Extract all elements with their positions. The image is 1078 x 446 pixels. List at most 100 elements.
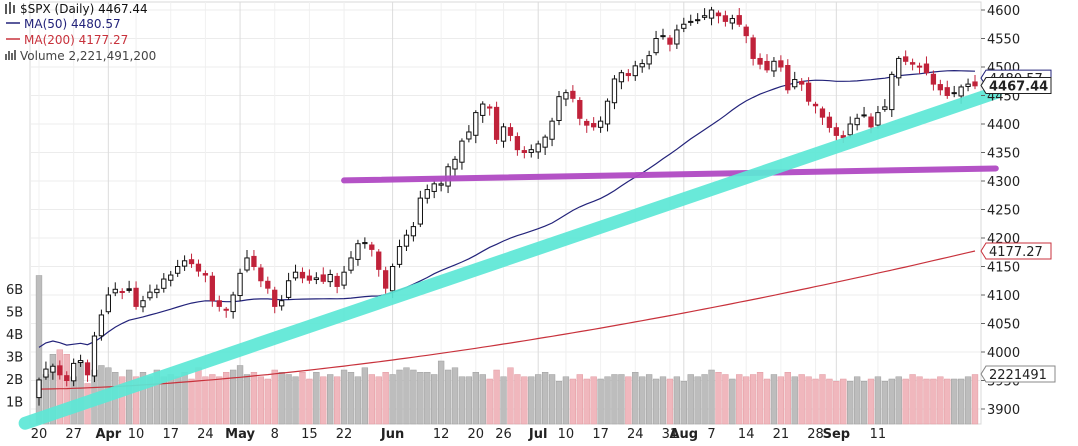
candle [854, 113, 860, 131]
candle-body [577, 100, 583, 119]
drawn-annotations [18, 86, 1003, 430]
volume-bar [964, 376, 972, 425]
candle-body [507, 127, 514, 136]
price-tick-label: 4350 [987, 147, 1020, 162]
candle-body [84, 362, 91, 376]
candle-body [757, 57, 763, 65]
marker-value: 4177.27 [989, 245, 1043, 260]
volume-bar [486, 378, 493, 425]
date-tick-label: 20 [468, 427, 485, 442]
candle [77, 354, 84, 367]
candle-body [833, 127, 839, 136]
volume-bar [167, 374, 174, 425]
candle-body [937, 84, 943, 91]
candle [805, 77, 812, 106]
candle [265, 276, 271, 294]
candle [625, 69, 631, 82]
candle-body [105, 294, 111, 313]
candle-body [660, 35, 666, 38]
volume-bar [645, 374, 653, 425]
ma200-legend-label: MA(200) 4177.27 [24, 33, 128, 47]
candle [223, 306, 229, 318]
candle [459, 138, 465, 170]
candle [930, 70, 937, 91]
volume-bar [791, 376, 798, 425]
volume-bar [715, 372, 722, 425]
candle [535, 140, 541, 159]
date-tick-label: 28 [807, 427, 824, 442]
volume-bar [680, 381, 687, 425]
candle-body [493, 106, 500, 140]
candle-body [431, 183, 437, 192]
volume-bar [313, 372, 320, 425]
candle-body [695, 19, 701, 22]
candle [577, 97, 583, 126]
candle [98, 309, 105, 341]
candle-body [542, 136, 548, 148]
volume-bar [521, 376, 528, 425]
candle-body [882, 106, 888, 110]
volume-bar [590, 376, 597, 425]
candle [812, 101, 819, 114]
date-tick-label: Jul [528, 427, 548, 442]
marker-box [980, 365, 1056, 383]
volume-bar [479, 374, 486, 425]
volume-bar [451, 367, 459, 425]
volume-bar [174, 376, 181, 425]
volume-bar [548, 374, 556, 425]
candle-body [299, 271, 306, 279]
candle [882, 99, 888, 112]
candle [57, 360, 63, 380]
candle-body [43, 368, 49, 378]
candle-body [424, 189, 430, 199]
candle [202, 270, 209, 283]
price-tick-label: 4050 [987, 318, 1020, 333]
candle-body [126, 288, 132, 291]
candle [771, 57, 777, 77]
candle [50, 363, 56, 380]
volume-bar [694, 376, 701, 425]
candle-body [611, 78, 618, 104]
candle [965, 78, 971, 92]
candle-body [826, 116, 833, 128]
candle [383, 266, 389, 295]
candle-body [861, 114, 867, 117]
candle [799, 78, 805, 91]
candle [514, 132, 521, 156]
candle-body [674, 29, 680, 45]
volume-bar [722, 374, 729, 425]
candle-body [944, 87, 950, 96]
candle-body [140, 300, 146, 308]
volume-bar [812, 378, 819, 425]
volume-bar [396, 369, 403, 425]
volume-bar [957, 378, 965, 425]
volume-bar [458, 376, 466, 425]
candle [757, 53, 763, 70]
candle-body [799, 81, 805, 85]
candle-body [563, 92, 569, 100]
legend-ma200: MA(200) 4177.27 [6, 33, 128, 47]
candle-body [618, 72, 625, 83]
volume-bar [444, 369, 452, 425]
candle-body [591, 123, 597, 128]
chart-title: $SPX (Daily) 4467.44 [20, 2, 148, 16]
candle-body [965, 83, 971, 87]
candle-body [466, 131, 472, 140]
legend-volume: Volume 2,221,491,200 [5, 49, 156, 63]
volume-bar [514, 374, 521, 425]
candle [660, 28, 666, 40]
candle [701, 8, 708, 21]
volume-bar [881, 381, 889, 425]
date-tick-label: Aug [669, 427, 698, 442]
volume-bar [604, 376, 611, 425]
candle-body [729, 18, 735, 24]
date-tick-label: 31 [662, 427, 679, 442]
candle-body [487, 106, 493, 109]
candle [126, 280, 132, 293]
title-row: $SPX (Daily) 4467.44 [5, 2, 148, 16]
candle [584, 118, 590, 133]
volume-bar [56, 349, 63, 425]
support-trendline [18, 86, 1003, 430]
volume-bar [139, 372, 147, 425]
price-tick-label: 4400 [987, 118, 1020, 133]
